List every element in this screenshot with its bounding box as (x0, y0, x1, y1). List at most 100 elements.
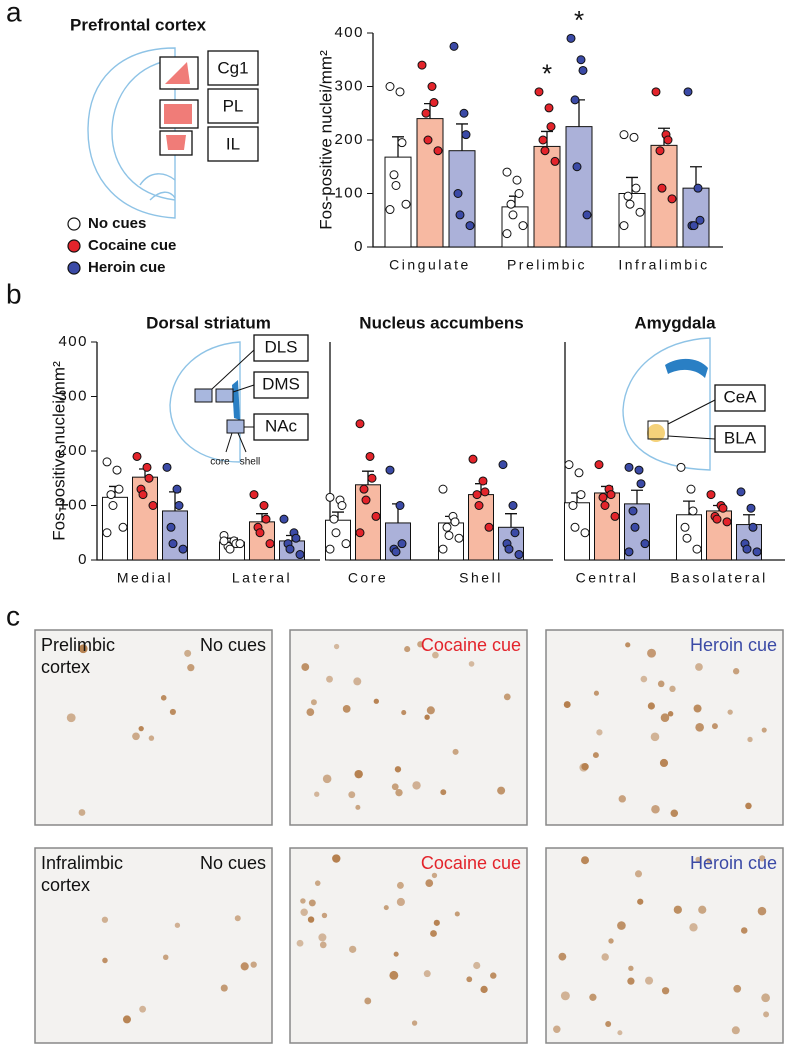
data-point (570, 522, 580, 532)
nucleus (423, 970, 431, 978)
nucleus (473, 961, 481, 970)
data-point (651, 87, 661, 97)
data-point (510, 528, 520, 538)
nucleus (670, 809, 679, 818)
nucleus (393, 951, 399, 957)
nucleus (417, 641, 424, 648)
nucleus (433, 919, 440, 926)
significance-marker: * (542, 59, 552, 89)
data-point (427, 82, 437, 91)
data-point (359, 484, 369, 494)
error-bar (456, 123, 468, 151)
y-tick-label: 200 (334, 131, 364, 148)
nucleus (605, 1021, 612, 1028)
x-tick-label: Lateral (232, 570, 292, 586)
nucleus (101, 916, 109, 923)
region-label: IL (226, 134, 240, 153)
nucleus (480, 985, 488, 994)
data-point (636, 479, 646, 489)
data-point (570, 95, 580, 105)
data-point (655, 146, 665, 156)
data-point (576, 490, 586, 500)
amygdala-diagram: CeA BLA (622, 337, 766, 471)
data-point (576, 55, 586, 65)
image-label: Cocaine cue (421, 635, 521, 655)
data-point (459, 108, 469, 118)
nucleus (300, 908, 308, 916)
data-point (168, 539, 178, 549)
nucleus (122, 1015, 131, 1024)
nucleus (234, 915, 241, 922)
nucleus (319, 941, 327, 949)
data-point (722, 517, 732, 527)
region-label: DMS (262, 374, 300, 393)
data-point (506, 199, 516, 209)
data-point (438, 544, 448, 554)
data-point (279, 514, 289, 524)
data-point (468, 454, 478, 464)
data-point (594, 460, 604, 470)
nucleus (348, 791, 356, 799)
nucleus (650, 732, 660, 742)
nucleus (389, 970, 399, 980)
region-label: shell (240, 457, 261, 468)
nucleus (661, 987, 670, 995)
nucleus (430, 930, 437, 937)
data-point (623, 191, 633, 201)
nucleus (220, 984, 228, 992)
nucleus (732, 668, 740, 675)
data-point (540, 146, 550, 156)
nucleus (667, 711, 674, 717)
x-tick-label: Shell (459, 570, 503, 586)
data-point (578, 65, 588, 75)
image-label: Cocaine cue (421, 853, 521, 873)
data-point (682, 533, 692, 543)
data-point (742, 544, 752, 554)
data-point (385, 82, 395, 91)
nucleus (763, 1011, 770, 1018)
data-point (148, 501, 158, 510)
diagram-title: Prefrontal cortex (70, 15, 207, 34)
data-point (629, 132, 639, 142)
data-point (421, 108, 431, 118)
data-point (518, 221, 528, 231)
nucleus (412, 781, 421, 790)
data-point (606, 490, 616, 500)
nucleus (321, 912, 328, 919)
data-point (391, 547, 401, 557)
data-point (325, 492, 335, 502)
data-point (546, 122, 556, 132)
data-point (534, 87, 544, 97)
nucleus (468, 661, 475, 667)
image-label: Heroin cue (690, 635, 777, 655)
micrograph (34, 847, 273, 1044)
legend-swatch (67, 239, 81, 253)
data-point (429, 98, 439, 108)
nucleus (560, 991, 570, 1001)
data-point (508, 210, 518, 220)
y-tick-label: 100 (334, 184, 364, 201)
nucleus (452, 748, 459, 755)
nucleus (308, 899, 316, 907)
data-point (624, 462, 634, 472)
data-point (619, 221, 629, 231)
nucleus (373, 698, 379, 704)
nucleus (332, 854, 341, 863)
data-point (219, 536, 229, 546)
y-tick-label: 200 (58, 442, 88, 459)
nucleus (66, 713, 76, 723)
nucleus (592, 752, 599, 759)
data-point (472, 490, 482, 500)
nucleus (353, 677, 362, 686)
data-point (438, 484, 448, 494)
nucleus (733, 984, 742, 993)
nucleus (490, 972, 497, 979)
data-point (624, 547, 634, 557)
data-point (255, 528, 265, 538)
data-point (162, 462, 172, 472)
nucleus (581, 763, 589, 771)
data-point (712, 514, 722, 524)
data-point (106, 490, 116, 500)
legend-label: Cocaine cue (88, 237, 176, 254)
data-point (295, 550, 305, 560)
